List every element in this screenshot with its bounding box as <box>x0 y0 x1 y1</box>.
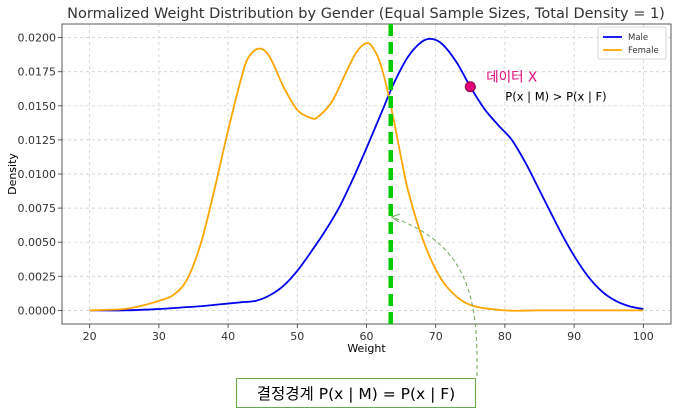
decision-boundary-callout: 결정경계 P(x | M) = P(x | F) <box>236 378 476 408</box>
grid-lines <box>62 24 671 324</box>
y-tick-label: 0.0150 <box>18 100 57 113</box>
x-tick-label: 70 <box>429 330 443 343</box>
y-tick-label: 0.0025 <box>18 270 57 283</box>
y-tick-label: 0.0175 <box>18 66 57 79</box>
series-line-male <box>89 37 644 312</box>
y-tick-label: 0.0075 <box>18 202 57 215</box>
chart-title: Normalized Weight Distribution by Gender… <box>67 6 665 22</box>
series-lines <box>89 37 644 312</box>
data-point-label: 데이터 X <box>486 70 537 86</box>
data-point-x <box>464 81 476 93</box>
decision-boundary-text: 결정경계 P(x | M) = P(x | F) <box>256 385 456 403</box>
boundary-arrow <box>391 216 478 377</box>
y-tick-label: 0.0050 <box>18 236 57 249</box>
y-tick-label: 0.0000 <box>18 304 57 317</box>
x-tick-label: 60 <box>360 330 374 343</box>
x-tick-label: 40 <box>221 330 235 343</box>
x-tick-label: 50 <box>290 330 304 343</box>
legend: Male Female <box>597 26 667 60</box>
y-axis-ticks: 0.0000 0.0025 0.0050 0.0075 0.0100 0.0125 0.01… <box>18 32 62 317</box>
boundary-arrow-head <box>390 213 400 223</box>
y-axis-label: Density <box>6 153 19 195</box>
x-tick-label: 20 <box>83 330 97 343</box>
x-tick-label: 30 <box>152 330 166 343</box>
x-axis-label: Weight <box>347 342 386 355</box>
x-tick-label: 80 <box>498 330 512 343</box>
series-line-female <box>89 42 644 312</box>
legend-box <box>597 26 667 60</box>
legend-label: Male <box>628 33 648 43</box>
x-axis-ticks: 20 30 40 50 60 70 80 90 100 <box>83 324 654 343</box>
y-tick-label: 0.0200 <box>18 32 57 45</box>
legend-label: Female <box>628 46 659 56</box>
x-tick-label: 90 <box>567 330 581 343</box>
y-tick-label: 0.0125 <box>18 134 57 147</box>
y-tick-label: 0.0100 <box>18 168 57 181</box>
x-tick-label: 100 <box>633 330 654 343</box>
inequality-label: P(x | M) > P(x | F) <box>505 90 606 104</box>
